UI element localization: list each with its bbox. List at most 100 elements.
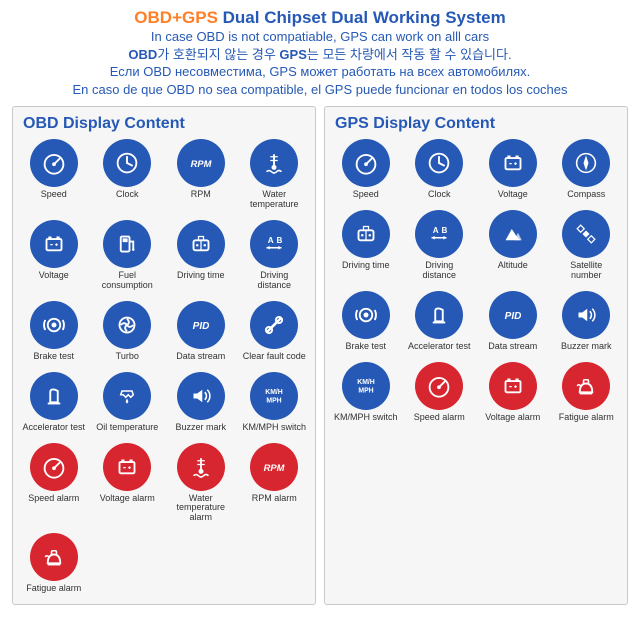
feature-label: Driving distance (242, 271, 306, 291)
accel-icon (415, 291, 463, 339)
svg-text:B: B (442, 226, 448, 235)
feature-cell: KM/HMPHKM/MPH switch (240, 372, 310, 433)
feature-label: Compass (567, 190, 605, 200)
svg-text:KM/H: KM/H (357, 379, 375, 386)
feature-cell: Speed alarm (19, 443, 89, 524)
feature-cell: Compass (552, 139, 622, 200)
clock-icon (415, 139, 463, 187)
distance-icon: AB (250, 220, 298, 268)
feature-label: Satellite number (554, 261, 618, 281)
feature-cell: Clock (93, 139, 163, 210)
feature-cell: Accelerator test (405, 291, 475, 352)
feature-label: Clock (116, 190, 139, 200)
feature-label: Fatigue alarm (26, 584, 81, 594)
feature-label: Clear fault code (243, 352, 306, 362)
feature-cell: Voltage (19, 220, 89, 291)
feature-cell: Voltage alarm (478, 362, 548, 423)
distance-icon: AB (415, 210, 463, 258)
feature-cell: RPMRPM (166, 139, 236, 210)
brake-icon (342, 291, 390, 339)
speed-icon (415, 362, 463, 410)
wrench-icon (250, 301, 298, 349)
feature-cell: Satellite number (552, 210, 622, 281)
obd-panel-title: OBD Display Content (19, 113, 309, 139)
feature-cell: Water temperature (240, 139, 310, 210)
feature-label: Driving distance (407, 261, 471, 281)
feature-cell: RPMRPM alarm (240, 443, 310, 524)
turbo-icon (103, 301, 151, 349)
feature-cell: Voltage (478, 139, 548, 200)
panels-row: OBD Display Content SpeedClockRPMRPMWate… (0, 102, 640, 615)
obd-grid: SpeedClockRPMRPMWater temperatureVoltage… (19, 139, 309, 594)
kmmph-icon: KM/HMPH (342, 362, 390, 410)
feature-cell: KM/HMPHKM/MPH switch (331, 362, 401, 423)
feature-label: Driving time (177, 271, 225, 281)
fuel-icon (103, 220, 151, 268)
ko-gps: GPS (279, 47, 306, 62)
speed-icon (30, 443, 78, 491)
feature-cell: Oil temperature (93, 372, 163, 433)
subtitle-en: In case OBD is not compatiable, GPS can … (10, 28, 630, 46)
compass-icon (562, 139, 610, 187)
watertemp-icon (177, 443, 225, 491)
feature-label: Voltage (39, 271, 69, 281)
feature-label: Speed alarm (414, 413, 465, 423)
feature-label: Buzzer mark (561, 342, 612, 352)
pid-icon: PID (177, 301, 225, 349)
ko-post: 는 모든 차량에서 작동 할 수 있습니다. (307, 47, 512, 62)
feature-cell: AB Driving distance (405, 210, 475, 281)
feature-label: Buzzer mark (175, 423, 226, 433)
fatigue-icon (562, 362, 610, 410)
feature-cell: PIDData stream (166, 301, 236, 362)
feature-label: Voltage (498, 190, 528, 200)
feature-label: Fatigue alarm (559, 413, 614, 423)
feature-label: Turbo (116, 352, 139, 362)
feature-label: Water temperature alarm (169, 494, 233, 524)
svg-text:KM/H: KM/H (265, 389, 283, 396)
title-blue: Dual Chipset Dual Working System (218, 8, 506, 27)
svg-text:MPH: MPH (358, 387, 373, 394)
header: OBD+GPS Dual Chipset Dual Working System… (0, 0, 640, 102)
feature-label: Accelerator test (408, 342, 471, 352)
drivetime-icon (177, 220, 225, 268)
buzzer-icon (562, 291, 610, 339)
feature-cell: Buzzer mark (552, 291, 622, 352)
feature-label: Brake test (345, 342, 386, 352)
pid-icon: PID (489, 291, 537, 339)
svg-text:PID: PID (504, 311, 521, 322)
svg-text:RPM: RPM (264, 462, 285, 472)
feature-cell: Brake test (331, 291, 401, 352)
feature-cell: Clock (405, 139, 475, 200)
feature-label: Accelerator test (22, 423, 85, 433)
altitude-icon (489, 210, 537, 258)
feature-cell: Turbo (93, 301, 163, 362)
feature-label: Speed (41, 190, 67, 200)
main-title: OBD+GPS Dual Chipset Dual Working System (10, 8, 630, 28)
feature-cell: Fatigue alarm (19, 533, 89, 594)
speed-icon (342, 139, 390, 187)
rpm-icon: RPM (177, 139, 225, 187)
feature-label: Voltage alarm (100, 494, 155, 504)
feature-cell: PIDData stream (478, 291, 548, 352)
feature-cell: Water temperature alarm (166, 443, 236, 524)
feature-label: Altitude (498, 261, 528, 271)
feature-cell: Clear fault code (240, 301, 310, 362)
feature-label: Clock (428, 190, 451, 200)
svg-text:A: A (268, 236, 274, 245)
feature-cell: Fatigue alarm (552, 362, 622, 423)
buzzer-icon (177, 372, 225, 420)
svg-text:RPM: RPM (190, 159, 211, 169)
speed-icon (30, 139, 78, 187)
feature-label: Speed (353, 190, 379, 200)
rpm-icon: RPM (250, 443, 298, 491)
feature-cell: Buzzer mark (166, 372, 236, 433)
voltage-icon (489, 139, 537, 187)
oiltemp-icon (103, 372, 151, 420)
feature-label: Oil temperature (96, 423, 158, 433)
fatigue-icon (30, 533, 78, 581)
feature-cell: Accelerator test (19, 372, 89, 433)
brake-icon (30, 301, 78, 349)
feature-label: Brake test (33, 352, 74, 362)
subtitle-ru: Если OBD несовместима, GPS может работат… (10, 63, 630, 81)
gps-grid: SpeedClockVoltageCompassDriving timeABDr… (331, 139, 621, 422)
